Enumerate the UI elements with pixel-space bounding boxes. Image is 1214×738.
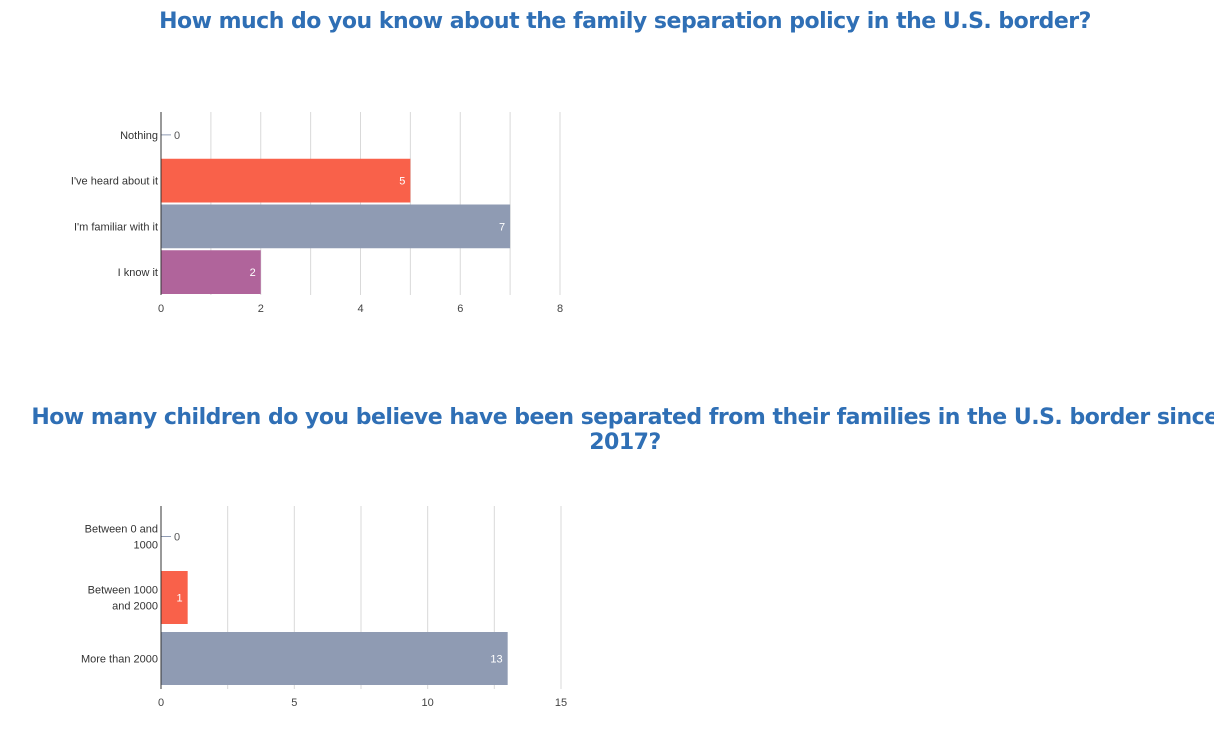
chart-2-x-tick-label: 5 xyxy=(291,697,297,709)
chart-1-data-label: 2 xyxy=(250,267,256,279)
chart-2-bar xyxy=(161,571,188,624)
chart-1-category-label: Nothing xyxy=(120,130,158,142)
chart-1-data-label: 0 xyxy=(174,130,180,142)
chart-2-x-tick-label: 10 xyxy=(422,697,434,709)
chart-1-x-tick-label: 8 xyxy=(557,303,563,315)
chart-1-data-label: 7 xyxy=(499,221,505,233)
chart-2-data-label: 1 xyxy=(177,593,183,605)
chart-2-data-label: 0 xyxy=(174,532,180,544)
chart-1-bar xyxy=(161,250,261,294)
chart-2-data-label: 13 xyxy=(490,654,502,666)
chart-2-bar xyxy=(161,632,508,685)
chart-1-data-label: 5 xyxy=(399,176,405,188)
chart-1-category-label: I'm familiar with it xyxy=(74,221,158,233)
chart-2-x-tick-label: 0 xyxy=(158,697,164,709)
chart-1-bar xyxy=(161,158,411,203)
chart-1-x-tick-label: 6 xyxy=(457,303,463,315)
chart-1-x-tick-label: 2 xyxy=(258,303,264,315)
chart-2-title: How many children do you believe have be… xyxy=(31,405,1214,455)
chart-1-category-label: I know it xyxy=(118,267,158,279)
chart-1-plot: 0 2 4 6 8 0 Nothing 5 I've heard about it 7 I'm fa… xyxy=(71,112,563,315)
chart-1-bar xyxy=(161,204,511,249)
chart-2-category-label: Between 0 and 1000 xyxy=(85,524,158,552)
chart-2-x-tick-label: 15 xyxy=(555,697,567,709)
chart-2-category-label: Between 1000 and 2000 xyxy=(88,585,158,613)
chart-1-gridlines xyxy=(210,112,561,295)
chart-1-title: How much do you know about the family se… xyxy=(159,9,1091,34)
chart-1-x-tick-label: 0 xyxy=(158,303,164,315)
chart-1-category-label: I've heard about it xyxy=(71,176,158,188)
chart-1-x-tick-label: 4 xyxy=(357,303,363,315)
chart-2-category-label: More than 2000 xyxy=(81,654,158,666)
